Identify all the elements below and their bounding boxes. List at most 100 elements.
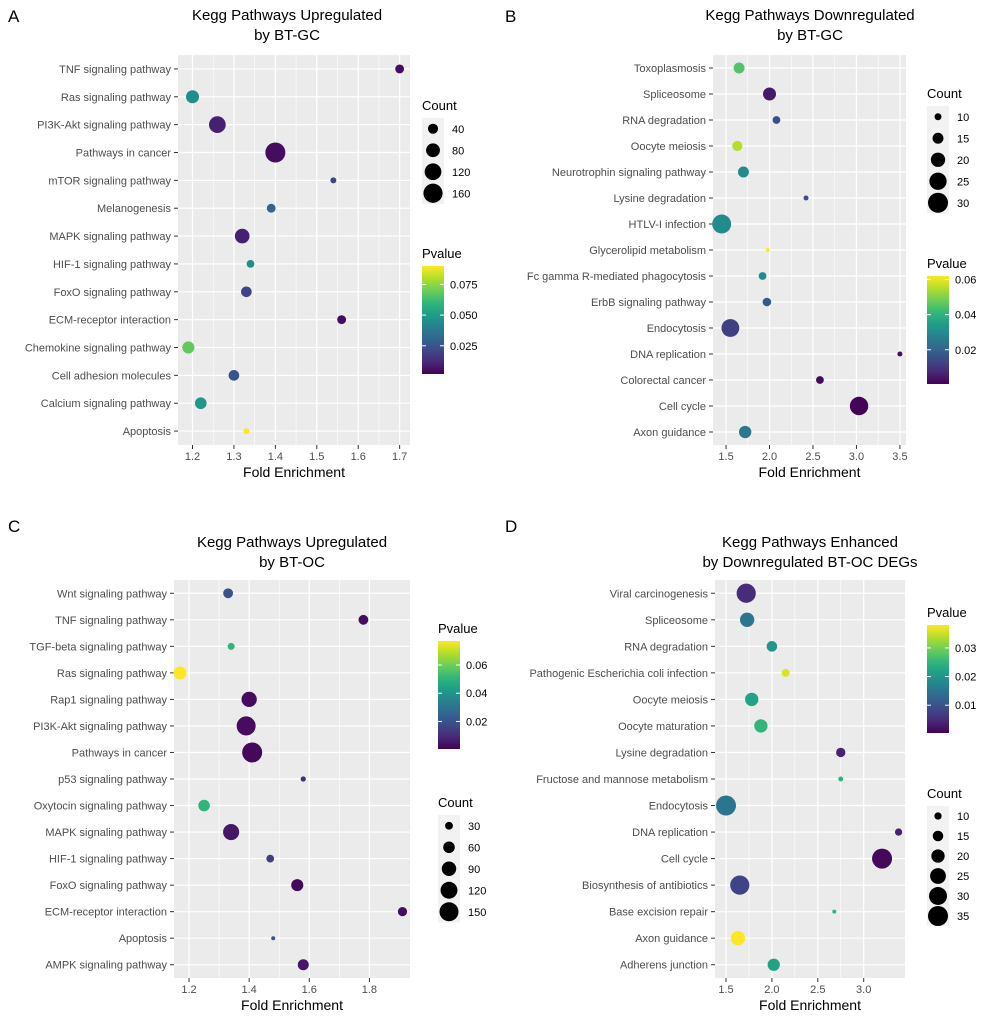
- point-pathways-in-cancer: [242, 742, 263, 763]
- y-tick-label: Rap1 signaling pathway: [50, 694, 167, 706]
- point-melanogenesis: [266, 203, 276, 213]
- panel-letter: D: [505, 517, 517, 536]
- color-legend: Pvalue 0.01 0.02 0.03: [927, 605, 976, 733]
- color-legend-label: 0.025: [450, 341, 478, 353]
- y-tick-label: Fc gamma R-mediated phagocytosis: [527, 271, 707, 283]
- x-tick-label: 1.2: [181, 984, 196, 996]
- point-apoptosis: [271, 936, 276, 941]
- size-legend-label: 10: [957, 112, 969, 124]
- panel-letter: C: [8, 517, 20, 536]
- y-tick-label: FoxO signaling pathway: [54, 287, 172, 299]
- size-legend-label: 160: [452, 188, 470, 200]
- size-legend-label: 30: [957, 891, 969, 903]
- y-tick-label: Lysine degradation: [613, 193, 706, 205]
- color-legend-title: Pvalue: [927, 605, 967, 620]
- point-apoptosis: [243, 428, 250, 435]
- chart-title-line: by BT-OC: [259, 554, 325, 571]
- chart-title-line: Kegg Pathways Upregulated: [197, 534, 387, 551]
- size-legend-key: [929, 172, 947, 190]
- color-legend-label: 0.04: [466, 688, 487, 700]
- point-ampk-signaling-pathway: [297, 959, 309, 971]
- size-legend-key: [932, 132, 944, 144]
- point-mapk-signaling-pathway: [223, 824, 240, 841]
- point-foxo-signaling-pathway: [291, 879, 304, 892]
- y-tick-label: Base excision repair: [609, 907, 708, 919]
- color-legend-bar: [927, 625, 949, 733]
- color-legend-label: 0.02: [466, 716, 487, 728]
- size-legend-title: Count: [927, 86, 962, 101]
- y-tick-label: Calcium signaling pathway: [41, 398, 172, 410]
- x-tick-label: 1.5: [718, 984, 733, 996]
- y-tick-label: Melanogenesis: [97, 203, 171, 215]
- size-legend-key: [934, 812, 942, 820]
- y-tick-label: TGF-beta signaling pathway: [29, 641, 167, 653]
- panel-a: A Kegg Pathways Upregulated by BT-GC 1.2 1.3…: [0, 0, 495, 500]
- color-legend: Pvalue 0.025 0.050 0.075: [422, 246, 478, 374]
- y-tick-label: Viral carcinogenesis: [610, 588, 709, 600]
- point-axon-guidance: [730, 931, 746, 946]
- point-hif-1-signaling-pathway: [266, 854, 275, 863]
- point-ecm-receptor-interaction: [397, 907, 408, 917]
- color-legend-label: 0.04: [955, 310, 976, 322]
- point-rna-degradation: [766, 641, 778, 652]
- size-legend-key: [443, 841, 455, 854]
- size-legend-label: 10: [957, 811, 969, 823]
- point-chemokine-signaling-pathway: [182, 341, 195, 354]
- point-lysine-degradation: [803, 195, 809, 201]
- point-cell-adhesion-molecules: [228, 370, 240, 381]
- color-legend-bar: [438, 641, 460, 749]
- point-fructose-and-mannose-metabolism: [838, 776, 844, 782]
- size-legend-key: [928, 192, 948, 213]
- size-legend-label: 25: [957, 176, 969, 188]
- y-tick-label: ECM-receptor interaction: [49, 315, 171, 327]
- y-tick-label: Endocytosis: [647, 323, 707, 335]
- x-tick-label: 1.6: [302, 984, 317, 996]
- y-tick-label: HTLV-I infection: [629, 219, 706, 231]
- y-tick-label: p53 signaling pathway: [58, 774, 167, 786]
- point-viral-carcinogenesis: [736, 583, 756, 603]
- color-legend-bar: [422, 266, 444, 374]
- y-tick-label: AMPK signaling pathway: [45, 960, 167, 972]
- chart-panel-d: D Kegg Pathways Enhanced by Downregulated …: [505, 517, 976, 1013]
- y-tick-label: Endocytosis: [649, 801, 709, 813]
- chart-title-line: Kegg Pathways Enhanced: [722, 534, 898, 551]
- size-legend-key: [424, 163, 442, 181]
- point-dna-replication: [894, 828, 903, 836]
- y-tick-label: Lysine degradation: [615, 747, 708, 759]
- size-legend-label: 30: [468, 821, 480, 833]
- color-legend-bar: [927, 276, 949, 384]
- y-tick-label: Cell adhesion molecules: [52, 370, 172, 382]
- chart-panel-a: A Kegg Pathways Upregulated by BT-GC 1.2 1.3…: [8, 7, 478, 480]
- y-tick-label: TNF signaling pathway: [55, 615, 167, 627]
- y-tick-label: ECM-receptor interaction: [45, 907, 167, 919]
- size-legend-label: 15: [957, 831, 969, 843]
- point-endocytosis: [716, 795, 737, 816]
- x-tick-label: 2.0: [764, 984, 779, 996]
- y-tick-label: Pathways in cancer: [72, 747, 168, 759]
- point-hif-1-signaling-pathway: [246, 260, 255, 268]
- color-legend-title: Pvalue: [927, 256, 967, 271]
- y-tick-label: FoxO signaling pathway: [50, 880, 168, 892]
- point-oocyte-meiosis: [732, 140, 743, 152]
- y-tick-label: Oxytocin signaling pathway: [34, 801, 168, 813]
- point-glycerolipid-metabolism: [765, 248, 770, 252]
- point-cell-cycle: [849, 396, 869, 416]
- size-legend-label: 20: [957, 155, 969, 167]
- point-mapk-signaling-pathway: [234, 228, 250, 244]
- size-legend-key-background: [422, 118, 444, 204]
- y-tick-label: Axon guidance: [635, 933, 708, 945]
- y-tick-label: Ras signaling pathway: [61, 92, 172, 104]
- point-spliceosome: [762, 87, 777, 101]
- y-tick-label: Cell cycle: [659, 401, 706, 413]
- y-tick-label: Glycerolipid metabolism: [589, 245, 706, 257]
- point-spliceosome: [739, 612, 755, 627]
- point-p53-signaling-pathway: [300, 776, 306, 782]
- y-tick-label: Chemokine signaling pathway: [25, 343, 172, 355]
- chart-panel-c: C Kegg Pathways Upregulated by BT-OC 1.2 1.4…: [8, 517, 487, 1013]
- y-tick-label: Oocyte meiosis: [633, 694, 709, 706]
- point-biosynthesis-of-antibiotics: [730, 875, 750, 895]
- x-tick-label: 1.5: [309, 451, 324, 463]
- point-colorectal-cancer: [816, 376, 824, 384]
- x-tick-label: 1.8: [362, 984, 377, 996]
- point-cell-cycle: [872, 848, 893, 869]
